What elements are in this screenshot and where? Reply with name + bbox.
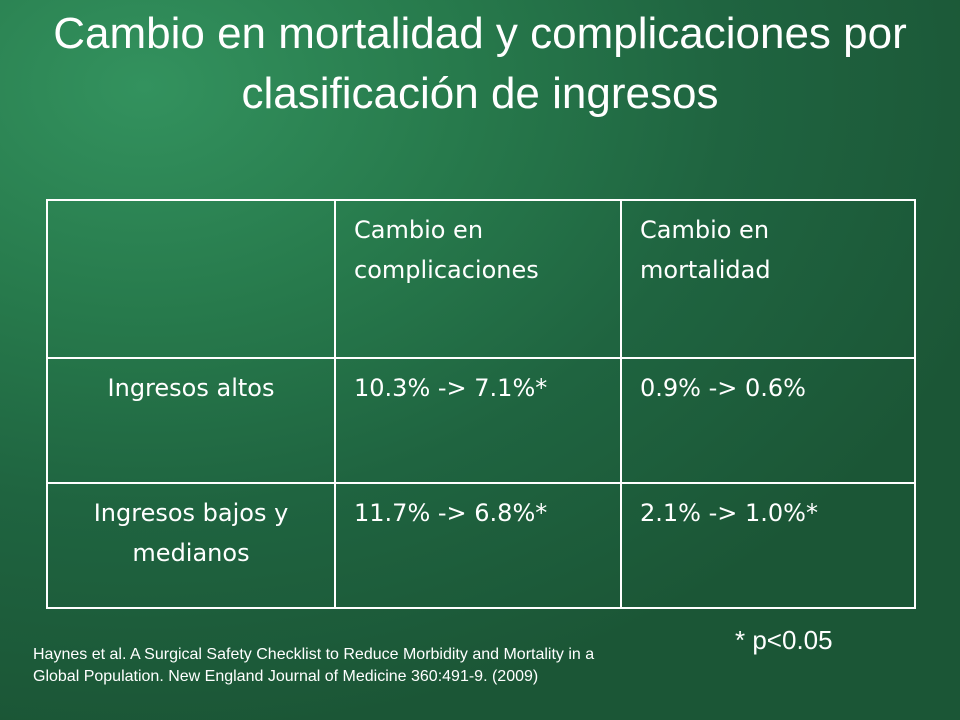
table-header-row: Cambio en complicaciones Cambio en morta… [46,199,916,359]
table-row: Ingresos bajos y medianos 11.7% -> 6.8%*… [46,482,916,609]
table-row: Ingresos altos 10.3% -> 7.1%* 0.9% -> 0.… [46,357,916,484]
cell-complications-high-income: 10.3% -> 7.1%* [334,357,622,484]
cell-mortality-low-middle-income: 2.1% -> 1.0%* [620,482,916,609]
citation-text: Haynes et al. A Surgical Safety Checklis… [33,646,595,685]
header-cell-mortality: Cambio en mortalidad [620,199,916,359]
row-label-high-income: Ingresos altos [46,357,336,484]
significance-note: * p<0.05 [735,625,833,655]
data-table: Cambio en complicaciones Cambio en morta… [46,199,916,609]
header-cell-complications: Cambio en complicaciones [334,199,622,359]
slide-title: Cambio en mortalidad y complicaciones po… [53,9,907,118]
cell-mortality-high-income: 0.9% -> 0.6% [620,357,916,484]
header-cell-empty [46,199,336,359]
row-label-low-middle-income: Ingresos bajos y medianos [46,482,336,609]
cell-complications-low-middle-income: 11.7% -> 6.8%* [334,482,622,609]
